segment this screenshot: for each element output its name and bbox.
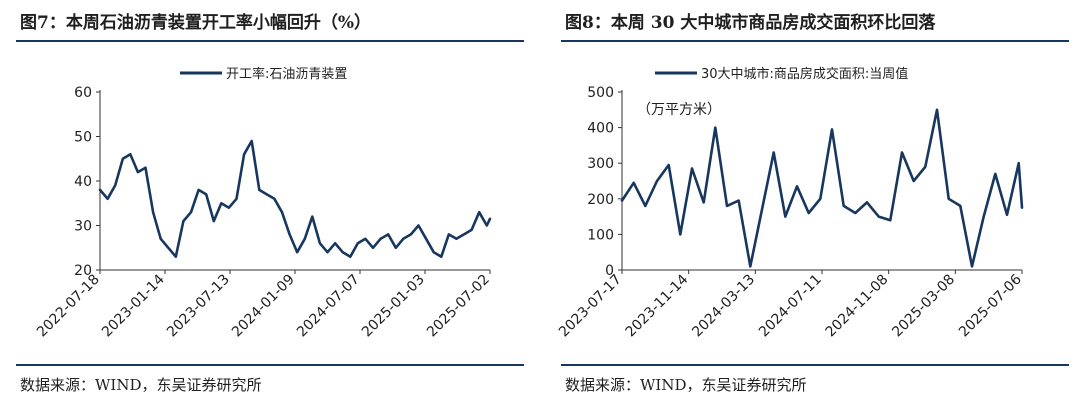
title-rule [16, 40, 524, 42]
x-tick-label: 2025-07-02 [424, 272, 493, 341]
chart-title: 图8：本周 30 大中城市商品房成交面积环比回落 [565, 13, 936, 33]
x-tick-label: 2025-07-06 [956, 271, 1025, 340]
y-tick-label: 300 [587, 156, 614, 172]
x-tick-label: 2023-07-17 [556, 272, 625, 341]
y-tick-label: 400 [587, 121, 614, 137]
source-rule [16, 364, 524, 366]
y-tick-label: 30 [74, 219, 92, 235]
x-tick-label: 2024-01-09 [229, 272, 298, 341]
x-tick-label: 2025-01-03 [359, 272, 428, 341]
y-tick-label: 200 [587, 192, 614, 208]
y-tick-label: 60 [74, 85, 92, 101]
x-tick-label: 2024-11-08 [823, 272, 892, 341]
y-tick-label: 20 [74, 263, 92, 279]
x-tick-label: 2025-03-08 [889, 272, 958, 341]
x-tick-label: 2024-07-07 [294, 272, 363, 341]
x-tick-label: 2023-07-13 [164, 272, 233, 341]
series-line [98, 139, 492, 258]
series-line [620, 108, 1024, 268]
title-rule [561, 40, 1069, 42]
x-tick-label: 2024-07-11 [756, 272, 825, 341]
source-note: 数据来源：WIND，东吴证券研究所 [565, 376, 807, 394]
line-chart-housing: 30大中城市:商品房成交面积:当周值 （万平方米） 0 100 200 300 400 500… [556, 66, 1025, 341]
chart-panel-left: 图7：本周石油沥青装置开工率小幅回升（%） 开工率:石油沥青装置 20 30 40 50… [0, 0, 535, 412]
y-tick-label: 500 [587, 85, 614, 101]
source-note: 数据来源：WIND，东吴证券研究所 [20, 376, 262, 394]
legend-label: 30大中城市:商品房成交面积:当周值 [701, 66, 908, 82]
y-tick-label: 50 [74, 130, 92, 146]
chart-title: 图7：本周石油沥青装置开工率小幅回升（%） [20, 13, 371, 33]
y-tick-label: 100 [587, 227, 614, 243]
x-tick-label: 2022-07-18 [34, 272, 103, 341]
legend-label: 开工率:石油沥青装置 [226, 66, 347, 82]
line-chart-asphalt: 开工率:石油沥青装置 20 30 40 50 60 2022-07-182023-01-14… [34, 66, 493, 341]
y-tick-label: 0 [605, 263, 614, 279]
x-tick-label: 2024-03-13 [689, 272, 758, 341]
x-tick-label: 2023-11-14 [623, 271, 692, 340]
source-rule [561, 364, 1069, 366]
y-tick-label: 40 [74, 174, 92, 190]
unit-annotation: （万平方米） [637, 102, 721, 118]
x-tick-label: 2023-01-14 [99, 271, 168, 340]
chart-panel-right: 图8：本周 30 大中城市商品房成交面积环比回落 30大中城市:商品房成交面积:… [545, 0, 1080, 412]
